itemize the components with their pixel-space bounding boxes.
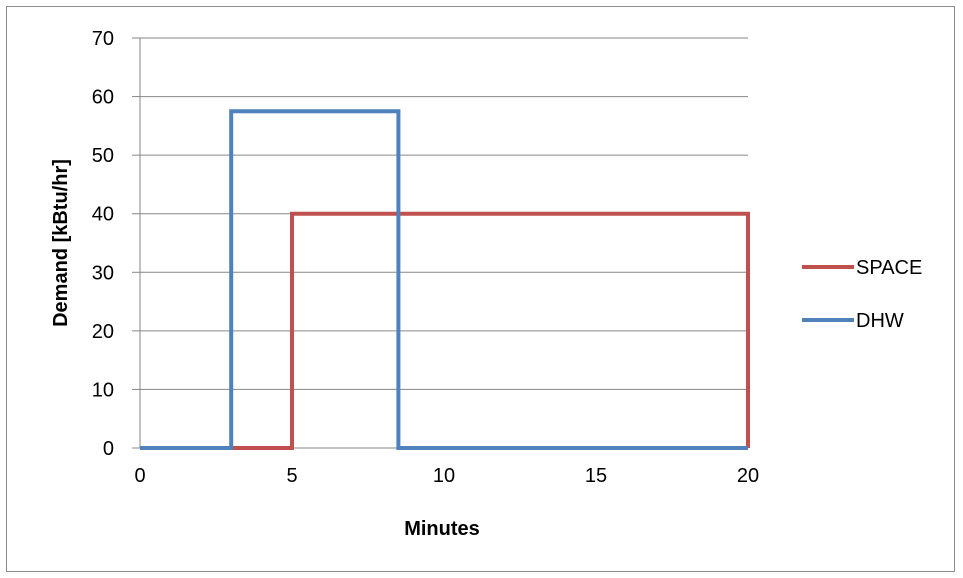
x-tick-label: 15 [585, 465, 607, 487]
y-tick-label: 30 [92, 262, 114, 284]
legend-label-space: SPACE [856, 257, 922, 279]
y-axis-title: Demand [kBtu/hr] [50, 159, 72, 327]
x-tick-label: 5 [286, 465, 297, 487]
y-tick-label: 50 [92, 145, 114, 167]
axes [132, 37, 748, 449]
y-tick-label: 20 [92, 321, 114, 343]
legend-label-dhw: DHW [856, 310, 904, 332]
y-tick-label: 60 [92, 87, 114, 109]
y-tick-label: 10 [92, 379, 114, 401]
x-tick-label: 20 [737, 465, 759, 487]
x-axis-title: Minutes [404, 518, 480, 540]
x-tick-label: 10 [433, 465, 455, 487]
legend: SPACE DHW [802, 257, 922, 332]
y-tick-label: 70 [92, 28, 114, 50]
series-line-dhw [140, 109, 748, 450]
series-line-space [140, 211, 750, 450]
y-tick-label: 0 [103, 438, 114, 460]
series-lines [140, 109, 750, 450]
y-tick-label: 40 [92, 204, 114, 226]
x-tick-labels: 0 5 10 15 20 [134, 465, 759, 487]
chart-frame [6, 6, 955, 572]
gridlines [140, 37, 748, 390]
x-tick-label: 0 [134, 465, 145, 487]
y-tick-labels: 0 10 20 30 40 50 60 70 [92, 28, 114, 460]
